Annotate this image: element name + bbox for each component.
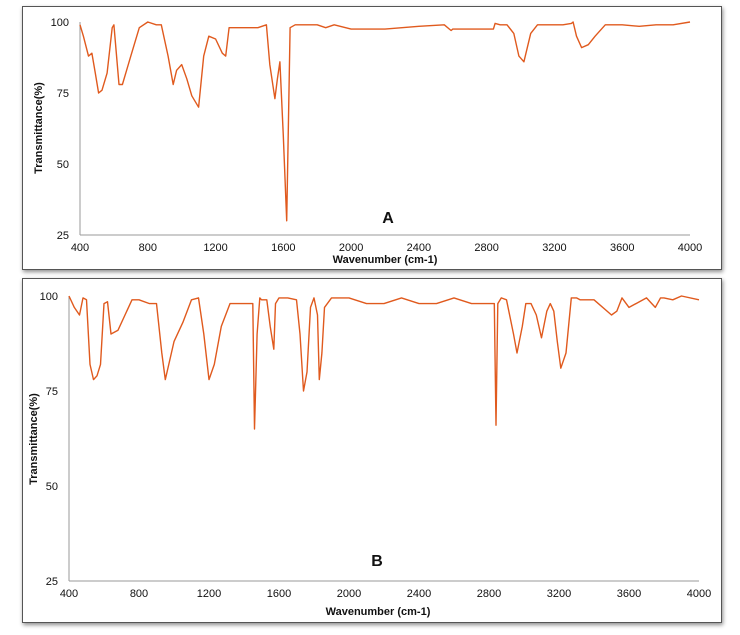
x-tick-label: 3600 <box>617 588 641 600</box>
x-tick-label: 2000 <box>339 242 363 254</box>
y-tick-label: 50 <box>46 481 58 493</box>
x-tick-label: 2400 <box>407 588 431 600</box>
x-tick-label: 800 <box>139 242 157 254</box>
spectrum-chart-b: 25 50 75 100 400 800 1200 1600 2000 2400 2800 3200… <box>28 291 711 618</box>
transmittance-trace <box>68 295 700 430</box>
x-tick-labels: 400 800 1200 1600 2000 2400 2800 3200 3600 4000 <box>71 242 702 254</box>
y-tick-labels: 25 50 75 100 <box>51 17 69 242</box>
x-tick-label: 4000 <box>678 242 702 254</box>
spectrum-chart-a: 25 50 75 100 400 800 1200 1600 2000 2400 2800 3200… <box>33 17 702 266</box>
x-tick-label: 400 <box>71 242 89 254</box>
spectrum-panel-b: 25 50 75 100 400 800 1200 1600 2000 2400 2800 3200… <box>22 278 722 623</box>
x-tick-label: 2800 <box>477 588 501 600</box>
y-tick-label: 100 <box>51 17 69 29</box>
spectrum-panel-a: 25 50 75 100 400 800 1200 1600 2000 2400 2800 3200… <box>22 6 722 270</box>
y-axis-title: Transmittance(%) <box>28 393 40 485</box>
x-tick-label: 800 <box>130 588 148 600</box>
panel-label: B <box>371 553 383 570</box>
y-axis-title: Transmittance(%) <box>33 82 45 174</box>
x-axis-title: Wavenumber (cm-1) <box>326 606 431 618</box>
y-tick-label: 100 <box>40 291 58 303</box>
y-tick-label: 75 <box>46 386 58 398</box>
x-tick-label: 2000 <box>337 588 361 600</box>
x-tick-label: 3600 <box>610 242 634 254</box>
x-tick-label: 1200 <box>203 242 227 254</box>
x-tick-label: 3200 <box>547 588 571 600</box>
x-tick-label: 1200 <box>197 588 221 600</box>
y-tick-label: 25 <box>57 230 69 242</box>
x-tick-label: 2400 <box>407 242 431 254</box>
y-tick-label: 50 <box>57 159 69 171</box>
x-tick-label: 2800 <box>474 242 498 254</box>
panel-label: A <box>382 210 394 227</box>
x-tick-label: 3200 <box>542 242 566 254</box>
y-tick-labels: 25 50 75 100 <box>40 291 58 588</box>
y-tick-label: 75 <box>57 88 69 100</box>
x-tick-labels: 400 800 1200 1600 2000 2400 2800 3200 3600 4000 <box>60 588 711 600</box>
x-tick-label: 400 <box>60 588 78 600</box>
y-tick-label: 25 <box>46 576 58 588</box>
x-tick-label: 1600 <box>267 588 291 600</box>
x-axis-title: Wavenumber (cm-1) <box>333 254 438 266</box>
x-tick-label: 1600 <box>271 242 295 254</box>
transmittance-trace <box>79 21 691 222</box>
x-tick-label: 4000 <box>687 588 711 600</box>
